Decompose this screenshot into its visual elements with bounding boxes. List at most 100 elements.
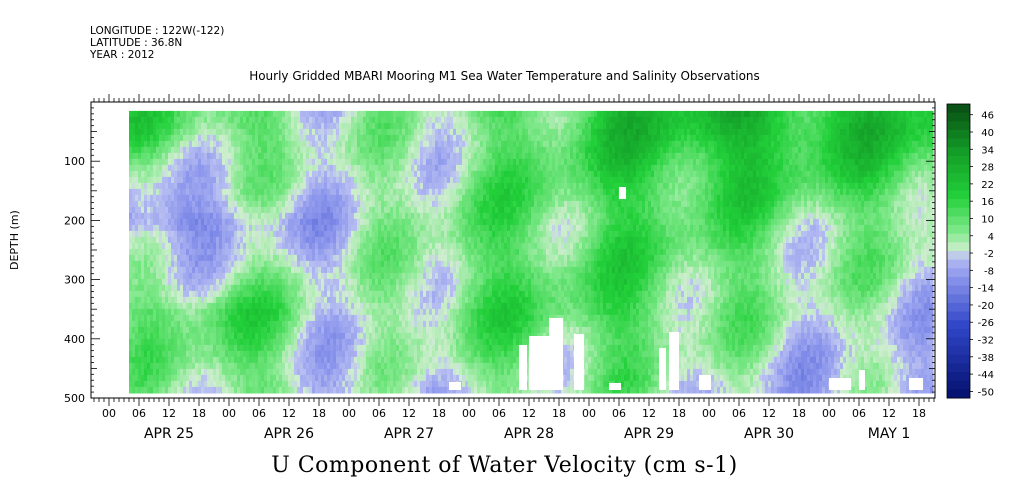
heatmap-cell (324, 146, 328, 154)
heatmap-cell (156, 278, 160, 286)
heatmap-cell (267, 212, 271, 220)
heatmap-cell (231, 248, 235, 256)
heatmap-cell (132, 296, 136, 304)
heatmap-cell (426, 182, 430, 190)
heatmap-cell (246, 206, 250, 214)
heatmap-cell (345, 146, 349, 154)
heatmap-cell (282, 368, 286, 376)
heatmap-cell (297, 176, 301, 184)
heatmap-cell (255, 236, 259, 244)
heatmap-cell (129, 266, 133, 274)
heatmap-cell (165, 134, 169, 142)
heatmap-cell (159, 206, 163, 214)
heatmap-cell (288, 110, 292, 118)
heatmap-cell (423, 278, 427, 286)
heatmap-cell (168, 116, 172, 124)
heatmap-cell (390, 242, 394, 250)
heatmap-cell (195, 230, 199, 238)
heatmap-cell (369, 278, 373, 286)
heatmap-cell (438, 254, 442, 262)
heatmap-cell (132, 212, 136, 220)
heatmap-cell (246, 362, 250, 370)
heatmap-cell (252, 356, 256, 364)
heatmap-cell (303, 362, 307, 370)
heatmap-cell (282, 110, 286, 118)
heatmap-cell (279, 224, 283, 232)
heatmap-cell (174, 260, 178, 268)
heatmap-cell (267, 374, 271, 382)
heatmap-cell (222, 356, 226, 364)
heatmap-cell (270, 122, 274, 130)
heatmap-cell (216, 332, 220, 340)
heatmap-cell (258, 356, 262, 364)
heatmap-cell (354, 266, 358, 274)
heatmap-cell (291, 212, 295, 220)
heatmap-cell (225, 296, 229, 304)
heatmap-cell (444, 212, 448, 220)
heatmap-cell (141, 344, 145, 352)
heatmap-cell (339, 314, 343, 322)
heatmap-cell (252, 350, 256, 358)
heatmap-cell (405, 344, 409, 352)
heatmap-cell (180, 170, 184, 178)
heatmap-cell (198, 188, 202, 196)
heatmap-cell (423, 146, 427, 154)
heatmap-cell (321, 290, 325, 298)
heatmap-cell (237, 194, 241, 202)
heatmap-cell (258, 182, 262, 190)
heatmap-cell (327, 296, 331, 304)
heatmap-cell (270, 128, 274, 136)
heatmap-cell (399, 266, 403, 274)
heatmap-cell (417, 278, 421, 286)
heatmap-cell (213, 236, 217, 244)
heatmap-cell (306, 362, 310, 370)
heatmap-cell (306, 188, 310, 196)
heatmap-cell (159, 200, 163, 208)
heatmap-cell (309, 116, 313, 124)
heatmap-cell (177, 182, 181, 190)
heatmap-cell (138, 314, 142, 322)
heatmap-cell (315, 230, 319, 238)
heatmap-cell (303, 344, 307, 352)
heatmap-cell (408, 320, 412, 328)
heatmap-cell (150, 290, 154, 298)
heatmap-cell (270, 386, 274, 394)
heatmap-cell (141, 170, 145, 178)
heatmap-cell (240, 356, 244, 364)
heatmap-cell (171, 368, 175, 376)
heatmap-cell (231, 254, 235, 262)
heatmap-cell (153, 218, 157, 226)
heatmap-cell (153, 302, 157, 310)
heatmap-cell (276, 308, 280, 316)
heatmap-cell (339, 116, 343, 124)
heatmap-cell (441, 218, 445, 226)
heatmap-cell (291, 230, 295, 238)
heatmap-cell (342, 176, 346, 184)
heatmap-cell (141, 200, 145, 208)
heatmap-cell (141, 338, 145, 346)
heatmap-cell (180, 176, 184, 184)
heatmap-cell (399, 200, 403, 208)
heatmap-cell (360, 200, 364, 208)
heatmap-cell (432, 176, 436, 184)
heatmap-cell (438, 260, 442, 268)
heatmap-cell (288, 368, 292, 376)
heatmap-cell (135, 350, 139, 358)
heatmap-cell (237, 134, 241, 142)
heatmap-cell (141, 116, 145, 124)
heatmap-cell (273, 320, 277, 328)
heatmap-cell (165, 344, 169, 352)
heatmap-cell (276, 272, 280, 280)
heatmap-cell (441, 374, 445, 382)
heatmap-cell (396, 212, 400, 220)
heatmap-cell (141, 326, 145, 334)
heatmap-cell (324, 182, 328, 190)
heatmap-cell (222, 128, 226, 136)
heatmap-cell (249, 272, 253, 280)
heatmap-cell (279, 248, 283, 256)
heatmap-cell (168, 272, 172, 280)
heatmap-cell (255, 242, 259, 250)
heatmap-cell (237, 326, 241, 334)
heatmap-cell (300, 188, 304, 196)
heatmap-cell (204, 134, 208, 142)
